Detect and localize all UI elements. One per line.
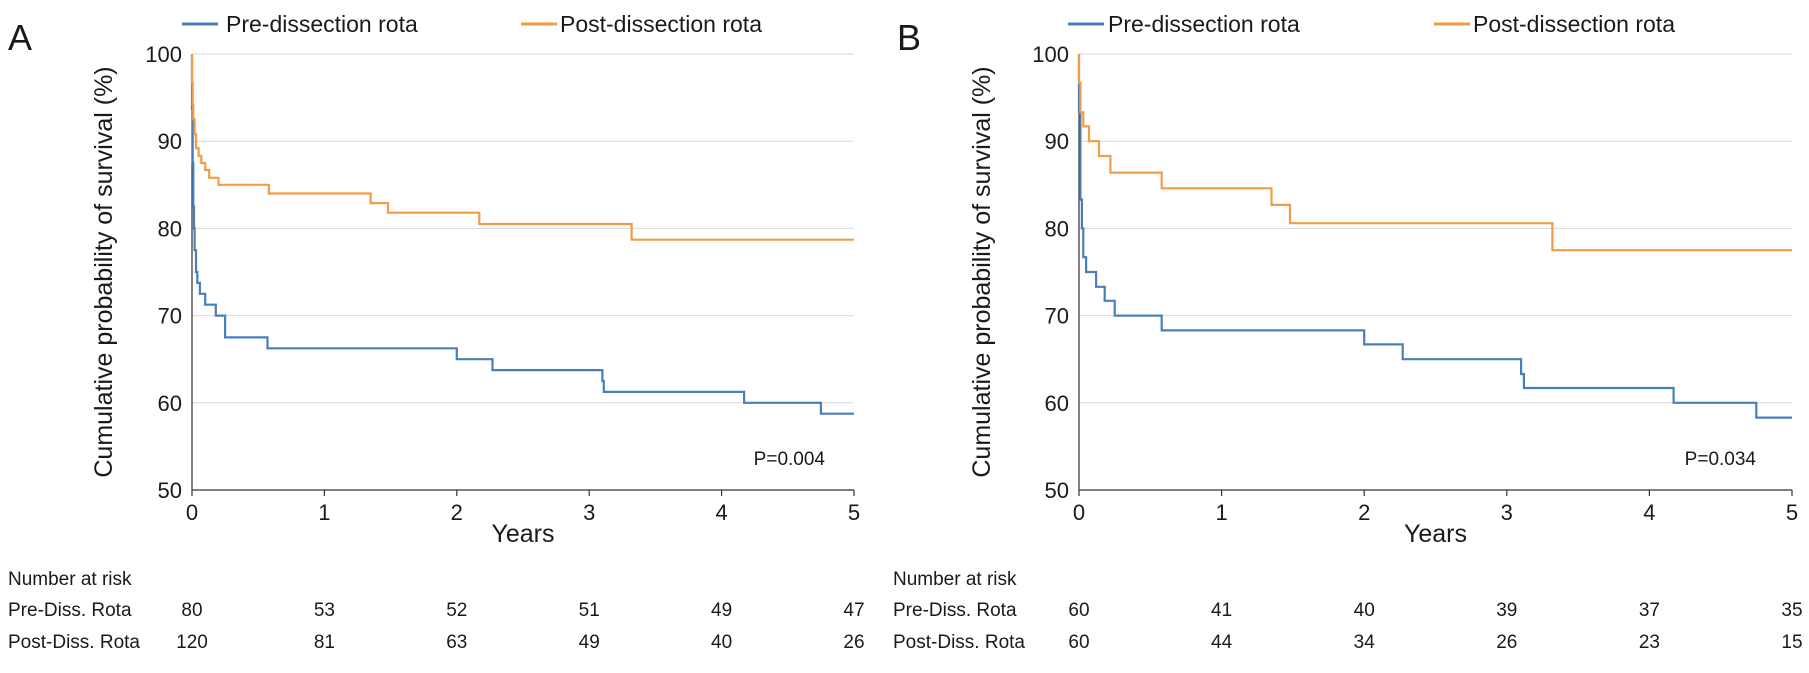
risk-value: 40 xyxy=(1354,600,1375,621)
risk-value: 26 xyxy=(843,632,864,653)
risk-value: 44 xyxy=(1211,632,1233,653)
series-line-pre xyxy=(1077,54,1792,419)
y-tick-label: 70 xyxy=(1045,304,1069,329)
risk-table-title: Number at risk xyxy=(893,569,1017,590)
series-line-pre xyxy=(190,54,854,415)
chart-panel-a: A 50 60 70 80 90 100 0 1 2 3 4 5 Years Cumulative prob… xyxy=(8,11,865,653)
risk-value: 40 xyxy=(711,632,732,653)
y-tick-label: 50 xyxy=(1045,478,1069,503)
risk-row-label: Pre-Diss. Rota xyxy=(8,600,132,621)
legend-label: Pre-dissection rota xyxy=(1108,11,1300,37)
risk-value: 41 xyxy=(1211,600,1232,621)
x-axis-title: Years xyxy=(491,520,554,548)
y-tick-label: 60 xyxy=(1045,391,1069,416)
risk-value: 60 xyxy=(1068,632,1089,653)
risk-value: 49 xyxy=(579,632,600,653)
y-axis-title: Cumulative probability of survival (%) xyxy=(90,66,118,477)
y-tick-label: 100 xyxy=(1032,42,1069,67)
y-tick-label: 60 xyxy=(158,391,182,416)
risk-value: 35 xyxy=(1781,600,1802,621)
p-value-annotation: P=0.034 xyxy=(1685,449,1757,470)
y-tick-label: 80 xyxy=(1045,216,1069,241)
risk-value: 63 xyxy=(446,632,467,653)
series-line-post xyxy=(1077,54,1792,252)
x-tick-label: 2 xyxy=(1358,500,1370,525)
x-tick-label: 1 xyxy=(318,500,330,525)
risk-value: 15 xyxy=(1781,632,1802,653)
y-tick-label: 90 xyxy=(158,129,182,154)
x-tick-label: 3 xyxy=(583,500,595,525)
risk-value: 39 xyxy=(1496,600,1517,621)
risk-value: 34 xyxy=(1354,632,1376,653)
x-tick-label: 4 xyxy=(1643,500,1655,525)
x-tick-label: 3 xyxy=(1501,500,1513,525)
risk-value: 53 xyxy=(314,600,335,621)
panel-letter: B xyxy=(897,17,921,58)
x-tick-label: 0 xyxy=(1073,500,1085,525)
x-tick-label: 5 xyxy=(1786,500,1798,525)
legend-label: Pre-dissection rota xyxy=(226,11,418,37)
x-tick-label: 2 xyxy=(451,500,463,525)
y-tick-label: 80 xyxy=(158,216,182,241)
x-axis-title: Years xyxy=(1404,520,1467,548)
risk-value: 120 xyxy=(176,632,208,653)
risk-value: 52 xyxy=(446,600,467,621)
y-tick-label: 50 xyxy=(158,478,182,503)
risk-value: 26 xyxy=(1496,632,1517,653)
risk-value: 60 xyxy=(1068,600,1089,621)
x-tick-label: 5 xyxy=(848,500,860,525)
risk-value: 51 xyxy=(579,600,600,621)
legend-label: Post-dissection rota xyxy=(560,11,762,37)
risk-row-label: Pre-Diss. Rota xyxy=(893,600,1017,621)
risk-value: 47 xyxy=(843,600,864,621)
risk-row-label: Post-Diss. Rota xyxy=(8,632,140,653)
y-tick-label: 100 xyxy=(145,42,182,67)
p-value-annotation: P=0.004 xyxy=(754,449,826,470)
x-tick-label: 0 xyxy=(186,500,198,525)
risk-value: 80 xyxy=(181,600,202,621)
risk-value: 37 xyxy=(1639,600,1660,621)
risk-row-label: Post-Diss. Rota xyxy=(893,632,1025,653)
y-axis-title: Cumulative probability of survival (%) xyxy=(968,66,996,477)
risk-table-title: Number at risk xyxy=(8,569,132,590)
x-tick-label: 4 xyxy=(715,500,727,525)
y-tick-label: 90 xyxy=(1045,129,1069,154)
series-line-post xyxy=(190,54,854,241)
panel-letter: A xyxy=(8,17,32,58)
x-tick-label: 1 xyxy=(1215,500,1227,525)
y-tick-label: 70 xyxy=(158,304,182,329)
risk-value: 81 xyxy=(314,632,335,653)
risk-value: 23 xyxy=(1639,632,1660,653)
legend-label: Post-dissection rota xyxy=(1473,11,1675,37)
risk-value: 49 xyxy=(711,600,732,621)
